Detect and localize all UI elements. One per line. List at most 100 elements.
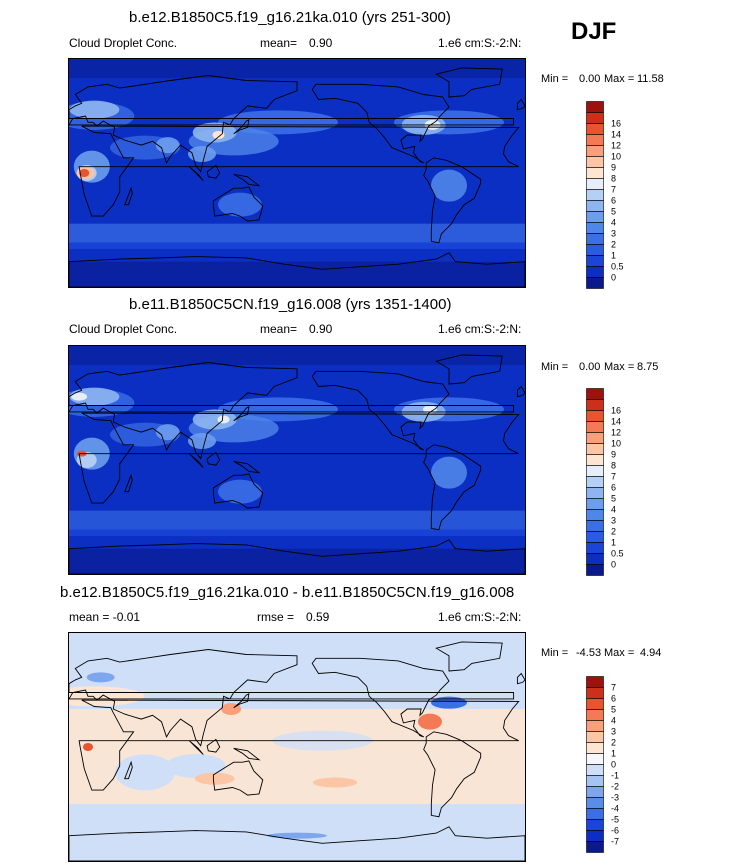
colorbar-tick-label: 5 (611, 705, 616, 715)
colorbar-box (586, 819, 604, 831)
colorbar-tick-label: 0.5 (611, 549, 624, 559)
colorbar-tick-label: 16 (611, 406, 621, 416)
coastline (435, 354, 503, 385)
coastline (233, 747, 261, 761)
colorbar-tick-label: 14 (611, 417, 621, 427)
sh-midlat-band-edge (69, 242, 525, 249)
colorbar-tick-label: -7 (611, 837, 619, 847)
panel-3-rmse-label: rmse = (257, 610, 295, 624)
panel-2-units: 1.e6 cm:S:-2:N: (438, 322, 522, 336)
coastline (423, 157, 482, 244)
panel-1-map (68, 58, 526, 288)
field-blob (218, 192, 262, 217)
panel-1-mean-value: 0.90 (309, 36, 333, 50)
colorbar-tick-label: 7 (611, 683, 616, 693)
colorbar-tick-label: 0 (611, 273, 616, 283)
colorbar-box (586, 123, 604, 135)
colorbar-box (586, 222, 604, 234)
colorbar-box (586, 189, 604, 201)
colorbar-tick-label: 2 (611, 738, 616, 748)
colorbar-tick-label: 5 (611, 494, 616, 504)
season-label: DJF (571, 18, 617, 45)
colorbar-box (586, 200, 604, 212)
panel-2-mean-value: 0.90 (309, 322, 333, 336)
colorbar-box (586, 742, 604, 754)
panel-1-min-label: Min = (541, 73, 569, 85)
colorbar-box (586, 145, 604, 157)
panel-1-min-value: 0.00 (579, 73, 601, 85)
colorbar-tick-label: -4 (611, 804, 619, 814)
coastline (435, 67, 503, 98)
colorbar-tick-label: -2 (611, 782, 619, 792)
colorbar-box (586, 421, 604, 433)
colorbar-box (586, 443, 604, 455)
colorbar-box (586, 211, 604, 223)
arctic-band (69, 59, 525, 78)
colorbar-tick-label: -5 (611, 815, 619, 825)
panel-3-max-label: Max = (604, 647, 635, 659)
colorbar-box (586, 764, 604, 776)
colorbar-box (586, 498, 604, 510)
field-blob (431, 169, 467, 202)
field-blob (83, 743, 93, 751)
colorbar-tick-label: -1 (611, 771, 619, 781)
colorbar-tick-label: 1 (611, 251, 616, 261)
coastline (69, 826, 525, 861)
colorbar-box (586, 830, 604, 842)
coastline (423, 731, 482, 818)
colorbar-tick-label: 16 (611, 119, 621, 129)
colorbar-tick-label: -6 (611, 826, 619, 836)
field-blob (155, 424, 180, 441)
colorbar-box (586, 432, 604, 444)
panel-1-mean-label: mean= (260, 36, 298, 50)
panel-2-max-value: 8.75 (637, 361, 659, 373)
field-blob (194, 772, 235, 785)
colorbar-box (586, 531, 604, 543)
colorbar-tick-label: 8 (611, 174, 616, 184)
colorbar-box (586, 731, 604, 743)
field-blob (69, 686, 145, 707)
colorbar-box (586, 808, 604, 820)
coastline (212, 186, 264, 222)
field-blob (212, 131, 225, 139)
panel-1-variable-label: Cloud Droplet Conc. (69, 36, 178, 50)
panel-3-mean-label: mean = -0.01 (69, 610, 141, 624)
panel-1-colorbar: 0 0.5 1 2 3 4 5 6 7 8 9 10 12 14 16 (586, 101, 646, 290)
coastline (206, 164, 221, 179)
coastline (423, 444, 482, 531)
coastline (78, 412, 520, 504)
colorbar-box (586, 399, 604, 411)
coastline (206, 451, 221, 466)
colorbar-tick-label: 0 (611, 760, 616, 770)
coastline (69, 539, 525, 574)
colorbar-tick-label: 10 (611, 439, 621, 449)
coastline (233, 173, 261, 187)
panel-1-title: b.e12.B1850C5.f19_g16.21ka.010 (yrs 251-… (129, 9, 451, 26)
colorbar-tick-label: 3 (611, 516, 616, 526)
colorbar-box (586, 178, 604, 190)
colorbar-tick-label: 7 (611, 185, 616, 195)
colorbar-tick-label: 10 (611, 152, 621, 162)
colorbar-box (586, 487, 604, 499)
coastline (516, 385, 525, 398)
colorbar-box (586, 454, 604, 466)
coastline (188, 166, 204, 181)
colorbar-tick-label: 2 (611, 527, 616, 537)
colorbar-tick-label: 1 (611, 749, 616, 759)
colorbar-box (586, 277, 604, 289)
field-blob (79, 169, 90, 177)
coastline (124, 473, 133, 493)
panel-2-min-value: 0.00 (579, 361, 601, 373)
colorbar-box (586, 553, 604, 565)
colorbar-box (586, 156, 604, 168)
colorbar-tick-label: 12 (611, 141, 621, 151)
field-blob (423, 405, 437, 414)
colorbar-tick-label: 7 (611, 472, 616, 482)
colorbar-tick-label: 4 (611, 716, 616, 726)
coastline (212, 473, 264, 509)
colorbar-tick-label: 0.5 (611, 262, 624, 272)
colorbar-box (586, 709, 604, 721)
panel-2-title: b.e11.B1850C5CN.f19_g16.008 (yrs 1351-14… (129, 296, 452, 313)
colorbar-tick-label: 5 (611, 207, 616, 217)
coastline (516, 672, 525, 685)
